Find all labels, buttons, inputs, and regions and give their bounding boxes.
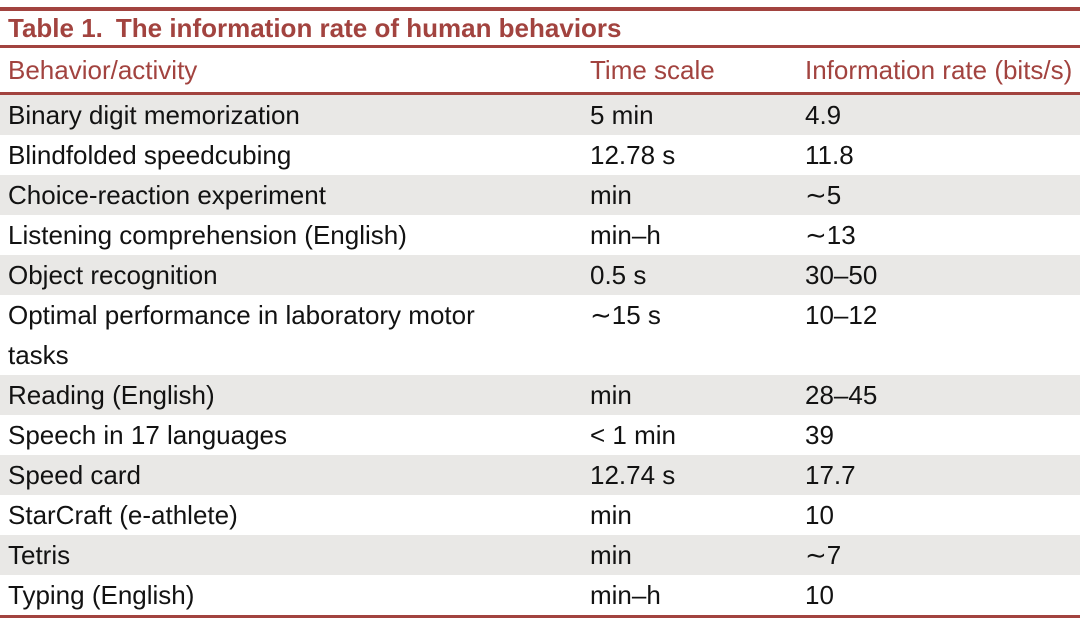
rate-cell: 10–12 — [805, 300, 878, 330]
table-number-label: Table 1. — [8, 13, 103, 43]
table-row: Object recognition 0.5 s 30–50 — [0, 255, 1080, 295]
rate-cell: 10 — [805, 580, 834, 610]
time-scale-cell: min — [590, 180, 632, 210]
behavior-cell: Speed card — [8, 460, 141, 490]
behavior-cell: Blindfolded speedcubing — [8, 140, 292, 170]
rate-cell: 17.7 — [805, 460, 856, 490]
table-row: Listening comprehension (English) min–h … — [0, 215, 1080, 255]
behavior-cell: Optimal performance in laboratory motor … — [8, 300, 475, 370]
time-scale-cell: 12.78 s — [590, 140, 676, 170]
table-row: Speed card 12.74 s 17.7 — [0, 455, 1080, 495]
time-scale-cell: min — [590, 540, 632, 570]
table-bottom-rule — [0, 615, 1080, 618]
table-title: Table 1. The information rate of human b… — [0, 11, 1080, 45]
time-scale-cell: 12.74 s — [590, 460, 676, 490]
rate-cell: ∼7 — [805, 540, 842, 570]
table-top-rule — [0, 7, 1080, 11]
column-header-information-rate: Information rate (bits/s) — [805, 55, 1073, 85]
table-row: Typing (English) min–h 10 — [0, 575, 1080, 615]
behavior-cell: Tetris — [8, 540, 71, 570]
table-row: Speech in 17 languages < 1 min 39 — [0, 415, 1080, 455]
title-divider-rule — [0, 45, 1080, 48]
behavior-cell: Reading (English) — [8, 380, 215, 410]
behavior-cell: Typing (English) — [8, 580, 195, 610]
table-row: Binary digit memorization 5 min 4.9 — [0, 95, 1080, 135]
header-divider-rule — [0, 92, 1080, 95]
table-row: Blindfolded speedcubing 12.78 s 11.8 — [0, 135, 1080, 175]
time-scale-cell: min–h — [590, 580, 661, 610]
table-row: Choice-reaction experiment min ∼5 — [0, 175, 1080, 215]
behavior-cell: Speech in 17 languages — [8, 420, 288, 450]
table-row: Optimal performance in laboratory motor … — [0, 295, 1080, 375]
table-body: Binary digit memorization 5 min 4.9 Blin… — [0, 95, 1080, 615]
column-header-behavior: Behavior/activity — [8, 55, 198, 85]
rate-cell: 4.9 — [805, 100, 842, 130]
behavior-cell: Choice-reaction experiment — [8, 180, 326, 210]
rate-cell: 11.8 — [805, 140, 854, 170]
time-scale-cell: ∼15 s — [590, 300, 661, 330]
time-scale-cell: 5 min — [590, 100, 654, 130]
rate-cell: 39 — [805, 420, 834, 450]
time-scale-cell: min — [590, 500, 632, 530]
behavior-cell: Object recognition — [8, 260, 218, 290]
table-row: StarCraft (e-athlete) min 10 — [0, 495, 1080, 535]
column-header-time-scale: Time scale — [590, 55, 715, 85]
behavior-cell: Listening comprehension (English) — [8, 220, 407, 250]
table-row: Tetris min ∼7 — [0, 535, 1080, 575]
table-header-row: Behavior/activity Time scale Information… — [0, 48, 1080, 92]
rate-cell: 10 — [805, 500, 834, 530]
time-scale-cell: < 1 min — [590, 420, 676, 450]
behavior-cell: Binary digit memorization — [8, 100, 300, 130]
rate-cell: 28–45 — [805, 380, 878, 410]
rate-cell: 30–50 — [805, 260, 878, 290]
time-scale-cell: 0.5 s — [590, 260, 647, 290]
rate-cell: ∼5 — [805, 180, 842, 210]
table-title-text: The information rate of human behaviors — [115, 13, 622, 43]
time-scale-cell: min–h — [590, 220, 661, 250]
rate-cell: ∼13 — [805, 220, 856, 250]
time-scale-cell: min — [590, 380, 632, 410]
behavior-cell: StarCraft (e-athlete) — [8, 500, 238, 530]
table-row: Reading (English) min 28–45 — [0, 375, 1080, 415]
